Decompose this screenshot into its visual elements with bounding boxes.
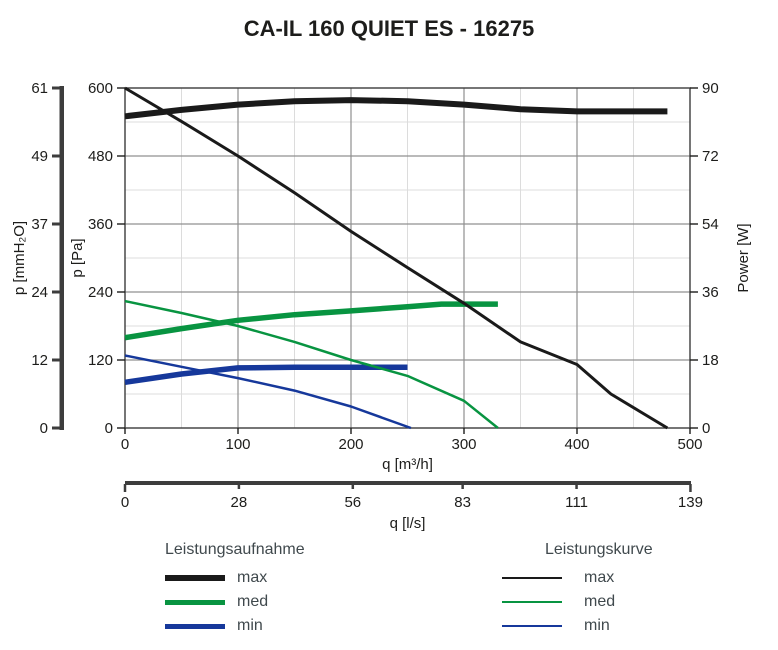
svg-text:100: 100 — [225, 436, 250, 453]
legend-label: min — [584, 617, 610, 634]
svg-text:12: 12 — [31, 352, 48, 369]
svg-text:0: 0 — [702, 420, 710, 437]
svg-text:200: 200 — [338, 436, 363, 453]
legend-swatch-pressure-med — [502, 601, 562, 603]
svg-text:480: 480 — [88, 148, 113, 165]
legend-swatch-power-max — [165, 575, 225, 581]
svg-text:72: 72 — [702, 148, 719, 165]
svg-text:360: 360 — [88, 216, 113, 233]
legend-item-med: med — [502, 590, 653, 614]
chart-title: CA-IL 160 QUIET ES - 16275 — [243, 16, 535, 41]
svg-text:300: 300 — [451, 436, 476, 453]
legend-item-min: min — [165, 614, 305, 638]
svg-text:54: 54 — [702, 216, 719, 233]
legend-header: Leistungskurve — [545, 541, 653, 558]
svg-text:18: 18 — [702, 352, 719, 369]
svg-text:111: 111 — [565, 494, 588, 511]
svg-text:0: 0 — [121, 494, 129, 511]
legend-label: min — [237, 617, 263, 634]
svg-text:37: 37 — [31, 216, 48, 233]
legend-item-max: max — [165, 566, 305, 590]
legend-label: med — [237, 593, 269, 610]
legend-label: max — [237, 569, 268, 586]
legend-label: med — [584, 593, 616, 610]
legend-group-leistungsaufnahme: Leistungsaufnahme max med min — [165, 541, 305, 638]
svg-text:120: 120 — [88, 352, 113, 369]
svg-text:49: 49 — [31, 148, 48, 165]
svg-text:83: 83 — [454, 494, 471, 511]
legend-item-min: min — [502, 614, 653, 638]
svg-text:24: 24 — [31, 284, 48, 301]
svg-text:q [m³/h]: q [m³/h] — [382, 456, 433, 473]
legend-swatch-pressure-min — [502, 625, 562, 627]
legend-swatch-power-min — [165, 623, 225, 629]
svg-text:q [l/s]: q [l/s] — [390, 515, 426, 532]
svg-text:0: 0 — [105, 420, 113, 437]
svg-text:56: 56 — [344, 494, 361, 511]
legend-header: Leistungsaufnahme — [165, 541, 305, 558]
svg-text:28: 28 — [231, 494, 248, 511]
svg-text:139: 139 — [678, 494, 703, 511]
svg-text:400: 400 — [564, 436, 589, 453]
svg-text:0: 0 — [121, 436, 129, 453]
svg-text:600: 600 — [88, 80, 113, 97]
legend-swatch-power-med — [165, 599, 225, 605]
svg-text:Power [W]: Power [W] — [735, 223, 752, 292]
svg-text:p [Pa]: p [Pa] — [69, 238, 86, 277]
legend-item-max: max — [502, 566, 653, 590]
legend-group-leistungskurve: Leistungskurve max med min — [502, 541, 653, 638]
legend-swatch-pressure-max — [502, 577, 562, 579]
svg-text:61: 61 — [31, 80, 48, 97]
svg-text:36: 36 — [702, 284, 719, 301]
svg-text:p [mmH₂O]: p [mmH₂O] — [11, 221, 28, 295]
svg-text:90: 90 — [702, 80, 719, 97]
svg-text:500: 500 — [677, 436, 702, 453]
legend-label: max — [584, 569, 615, 586]
svg-text:240: 240 — [88, 284, 113, 301]
svg-text:0: 0 — [40, 420, 48, 437]
legend-item-med: med — [165, 590, 305, 614]
